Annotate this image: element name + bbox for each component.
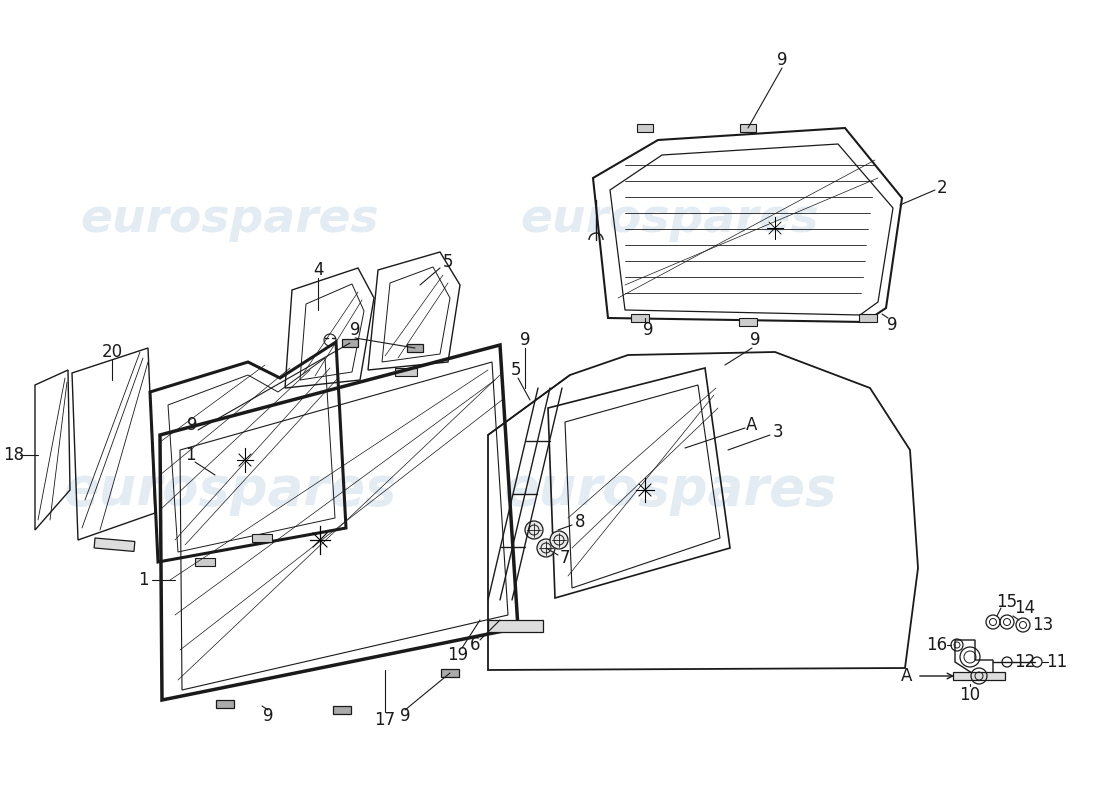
Text: 15: 15 <box>997 593 1018 611</box>
Text: A: A <box>746 416 758 434</box>
Text: 9: 9 <box>750 331 760 349</box>
Text: 9: 9 <box>263 707 273 725</box>
Bar <box>631 314 649 322</box>
Text: A: A <box>901 667 913 685</box>
Text: 11: 11 <box>1046 653 1068 671</box>
Bar <box>953 672 1005 680</box>
Circle shape <box>537 539 556 557</box>
Text: 2: 2 <box>937 179 947 197</box>
Text: 3: 3 <box>772 423 783 441</box>
Text: 18: 18 <box>3 446 24 464</box>
Bar <box>216 700 234 708</box>
Text: eurospares: eurospares <box>504 464 837 516</box>
Bar <box>395 368 417 376</box>
Text: 5: 5 <box>510 361 521 379</box>
Bar <box>195 558 214 566</box>
Text: eurospares: eurospares <box>80 198 380 242</box>
Text: 17: 17 <box>374 711 396 729</box>
Text: 9: 9 <box>887 316 898 334</box>
Text: 13: 13 <box>1033 616 1054 634</box>
Text: 12: 12 <box>1014 653 1035 671</box>
Text: 1: 1 <box>185 446 196 464</box>
Text: eurospares: eurospares <box>64 464 397 516</box>
Text: 10: 10 <box>959 686 980 704</box>
Circle shape <box>550 531 568 549</box>
Text: 20: 20 <box>101 343 122 361</box>
Bar <box>441 669 459 677</box>
Bar <box>407 344 424 352</box>
Text: 9: 9 <box>642 321 653 339</box>
Bar <box>739 318 757 326</box>
Bar <box>637 124 653 132</box>
Text: eurospares: eurospares <box>520 198 820 242</box>
Bar <box>859 314 877 322</box>
Text: 19: 19 <box>448 646 469 664</box>
Bar <box>342 339 358 347</box>
Text: 9: 9 <box>350 321 361 339</box>
Bar <box>95 538 135 551</box>
Text: 9: 9 <box>519 331 530 349</box>
Text: 7: 7 <box>560 549 570 567</box>
Bar <box>740 124 756 132</box>
Bar <box>333 706 351 714</box>
Circle shape <box>525 521 543 539</box>
Bar <box>252 534 272 542</box>
Text: 16: 16 <box>926 636 947 654</box>
Text: 9: 9 <box>777 51 788 69</box>
Text: 6: 6 <box>470 636 481 654</box>
Text: 8: 8 <box>574 513 585 531</box>
Text: 5: 5 <box>442 253 453 271</box>
Bar <box>488 620 543 632</box>
Text: 14: 14 <box>1014 599 1035 617</box>
Text: 9: 9 <box>399 707 410 725</box>
Text: 4: 4 <box>312 261 323 279</box>
Text: 9: 9 <box>187 416 197 434</box>
Text: 1: 1 <box>138 571 148 589</box>
